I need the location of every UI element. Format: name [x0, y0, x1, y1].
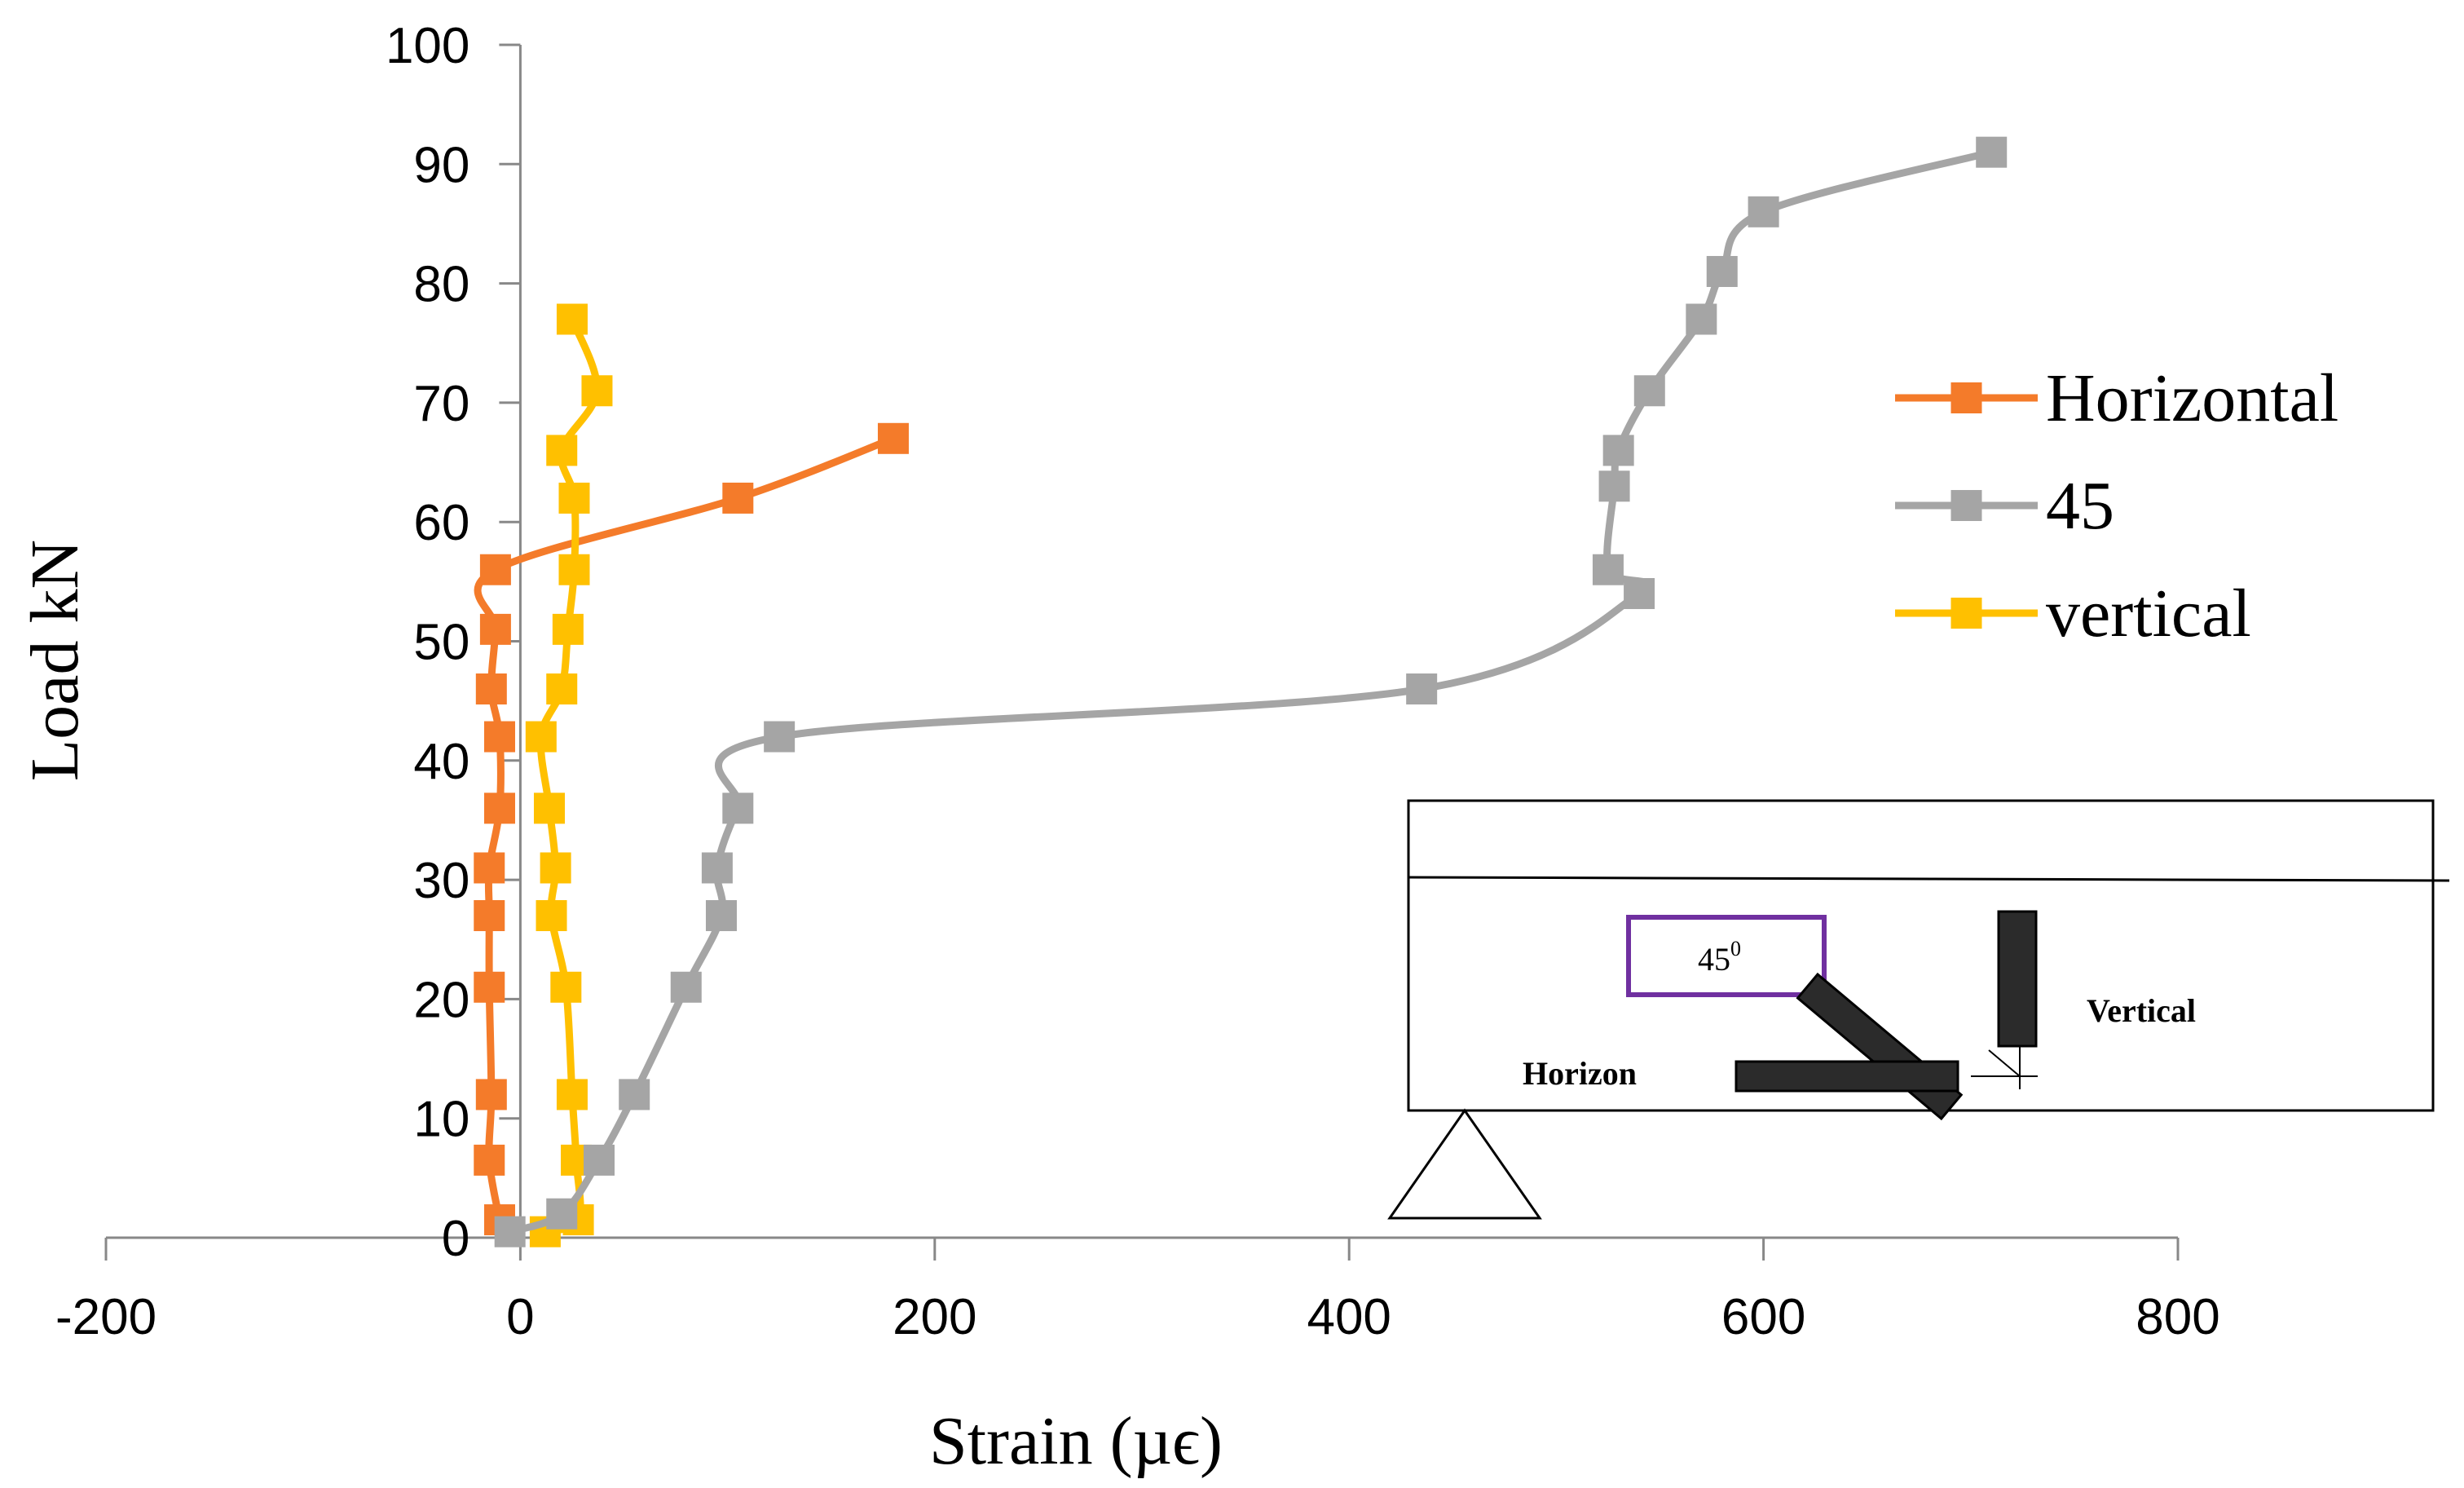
data-point [475, 1079, 507, 1110]
legend-swatch-marker [1950, 382, 1982, 413]
data-point [705, 899, 737, 931]
data-point [722, 793, 754, 824]
legend-label: 45 [2046, 468, 2114, 544]
data-point [552, 613, 584, 645]
angle-label-box [1626, 915, 1827, 997]
data-point [558, 554, 590, 585]
support-triangle [1387, 1108, 1542, 1220]
y-tick-label: 10 [413, 1092, 469, 1148]
data-point [483, 721, 515, 753]
y-tick-label: 0 [442, 1211, 469, 1267]
y-tick-label: 60 [413, 495, 469, 551]
data-point [1592, 554, 1624, 585]
legend: Horizontal 45 vertical [1895, 360, 2338, 651]
data-point [536, 899, 567, 931]
beam-outline [1407, 799, 2435, 1112]
series-layer [474, 136, 2008, 1247]
data-point [556, 1079, 588, 1110]
data-point [701, 852, 733, 884]
data-point [474, 1144, 505, 1176]
data-point [525, 721, 557, 753]
y-tick-label: 30 [413, 853, 469, 909]
angle-value: 45 [1698, 941, 1730, 978]
data-point [556, 303, 588, 335]
data-point [619, 1079, 650, 1110]
gauge-vertical [1997, 910, 2038, 1048]
y-tick-label: 40 [413, 734, 469, 790]
y-tick-label: 20 [413, 972, 469, 1028]
data-point [479, 613, 511, 645]
data-point [494, 1216, 526, 1247]
angle-degree-superscript: 0 [1730, 937, 1741, 960]
data-point [670, 971, 702, 1003]
legend-item-horizontal: Horizontal [1895, 360, 2338, 436]
x-tick-label: 0 [506, 1289, 534, 1345]
data-point [540, 852, 571, 884]
gauge-horizontal [1734, 1060, 1959, 1093]
data-point [533, 793, 565, 824]
series-horizontal [474, 422, 909, 1236]
data-point [1976, 136, 2008, 168]
x-tick-label: 800 [2136, 1289, 2219, 1345]
legend-label: vertical [2046, 576, 2251, 651]
legend-label: Horizontal [2046, 360, 2338, 436]
data-point [1598, 470, 1630, 502]
data-point [550, 971, 582, 1003]
data-point [581, 375, 613, 407]
data-point [1686, 303, 1717, 335]
horizon-label: Horizon [1523, 1055, 1637, 1092]
data-point [1624, 577, 1655, 609]
series-line [474, 435, 895, 1221]
data-point [764, 721, 796, 753]
data-point [474, 971, 505, 1003]
series-45 [494, 136, 2008, 1247]
data-point [546, 673, 578, 705]
data-point [546, 1198, 578, 1230]
legend-swatch-marker [1950, 598, 1982, 629]
series-line [536, 317, 601, 1236]
data-point [877, 422, 909, 454]
legend-swatch-marker [1950, 490, 1982, 521]
y-tick-label: 50 [413, 615, 469, 671]
data-point [1633, 375, 1665, 407]
strain-gauge-inset: 450 Vertical Horizon [1387, 799, 2450, 1220]
data-point [474, 852, 505, 884]
data-point [475, 673, 507, 705]
x-tick-label: -200 [55, 1289, 156, 1345]
data-point [1406, 673, 1438, 705]
series-vertical [525, 303, 613, 1247]
y-tick-label: 80 [413, 257, 469, 313]
data-point [483, 793, 515, 824]
legend-item-vertical: vertical [1895, 576, 2251, 651]
data-point [583, 1144, 615, 1176]
data-point [722, 482, 754, 514]
data-point [479, 554, 511, 585]
data-point [1706, 255, 1738, 287]
axes: -200 0 200 400 600 800 0 10 20 30 40 50 60 70 80 90 100 [55, 18, 2220, 1345]
vertical-label: Vertical [2087, 992, 2196, 1029]
data-point [1602, 435, 1634, 466]
x-axis-title: Strain (µϵ) [929, 1403, 1223, 1479]
gauge-leader-1 [1988, 1049, 2021, 1077]
data-point [1748, 196, 1779, 227]
y-tick-label: 100 [386, 18, 469, 74]
y-tick-label: 90 [413, 137, 469, 193]
legend-item-45: 45 [1895, 468, 2114, 544]
y-axis-title: Load kN [17, 540, 93, 781]
data-point [474, 899, 505, 931]
x-tick-label: 200 [893, 1289, 976, 1345]
x-tick-label: 400 [1307, 1289, 1391, 1345]
data-point [546, 435, 578, 466]
y-tick-label: 70 [413, 376, 469, 432]
beam-flange-line [1408, 876, 2450, 882]
angle-label: 450 [1698, 937, 1741, 978]
data-point [558, 482, 590, 514]
x-tick-label: 600 [1721, 1289, 1805, 1345]
